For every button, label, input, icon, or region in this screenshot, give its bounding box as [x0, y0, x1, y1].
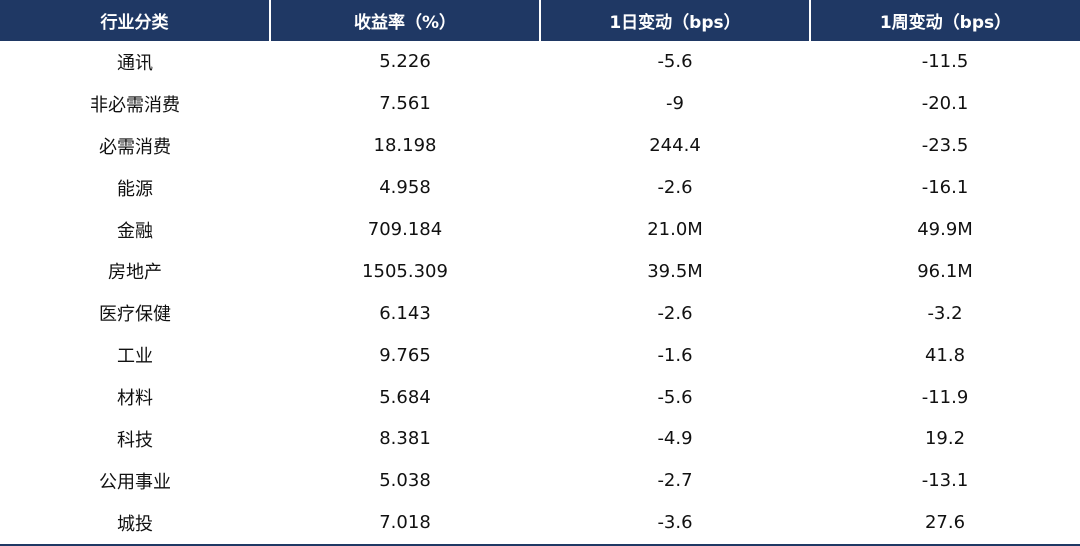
cell-sector: 城投 [0, 501, 270, 546]
table-row: 科技 8.381 -4.9 19.2 [0, 418, 1080, 460]
cell-yield: 9.765 [379, 344, 431, 366]
cell-sector: 科技 [117, 429, 153, 451]
cell-1w-change: 49.9M [917, 219, 973, 240]
cell-sector: 金融 [117, 220, 153, 242]
cell-yield: 8.381 [379, 428, 431, 450]
cell-1d-change: -5.6 [657, 51, 693, 73]
header-row: 行业分类 收益率（%） 1日变动（bps） 1周变动（bps） [0, 0, 1080, 41]
table-header: 行业分类 收益率（%） 1日变动（bps） 1周变动（bps） [0, 0, 1080, 41]
cell-1w-change: -11.5 [921, 51, 969, 73]
cell-1w-change: 19.2 [924, 428, 966, 450]
cell-yield: 7.561 [379, 93, 431, 115]
cell-sector: 必需消费 [99, 136, 171, 158]
table-row: 城投 7.018 -3.6 27.6 [0, 501, 1080, 546]
table-row: 通讯 5.226 -5.6 -11.5 [0, 41, 1080, 83]
header-1w-change: 1周变动（bps） [810, 0, 1080, 41]
cell-1d-change: 244.4 [649, 135, 701, 157]
cell-1d-change: -2.7 [657, 470, 693, 492]
cell-1w-change: -13.1 [921, 470, 969, 492]
cell-1d-change: -3.6 [540, 501, 810, 546]
cell-1w-change: -20.1 [921, 93, 969, 115]
cell-yield: 5.038 [379, 470, 431, 492]
cell-sector: 医疗保健 [99, 304, 171, 326]
table-row: 金融 709.184 21.0M 49.9M [0, 209, 1080, 251]
cell-1d-change: -2.6 [657, 177, 693, 199]
table-row: 医疗保健 6.143 -2.6 -3.2 [0, 292, 1080, 334]
cell-1d-change: -5.6 [657, 386, 693, 408]
table-row: 材料 5.684 -5.6 -11.9 [0, 376, 1080, 418]
cell-sector: 公用事业 [99, 471, 171, 493]
header-yield: 收益率（%） [270, 0, 541, 41]
cell-1d-change: -1.6 [657, 344, 693, 366]
cell-1w-change: -3.2 [927, 302, 963, 324]
cell-sector: 工业 [117, 346, 153, 368]
cell-1w-change: 41.8 [924, 344, 966, 366]
table-row: 公用事业 5.038 -2.7 -13.1 [0, 460, 1080, 502]
cell-sector: 通讯 [117, 52, 153, 74]
cell-1w-change: 96.1M [917, 260, 973, 282]
table-body: 通讯 5.226 -5.6 -11.5 非必需消费 7.561 -9 -20.1… [0, 41, 1080, 546]
cell-1d-change: -4.9 [657, 428, 693, 450]
table-row: 能源 4.958 -2.6 -16.1 [0, 167, 1080, 209]
cell-yield: 7.018 [270, 501, 540, 546]
cell-yield: 709.184 [367, 219, 443, 240]
table-row: 必需消费 18.198 244.4 -23.5 [0, 125, 1080, 167]
cell-1w-change: -11.9 [921, 386, 969, 408]
table-row: 工业 9.765 -1.6 41.8 [0, 334, 1080, 376]
cell-1w-change: 27.6 [810, 501, 1080, 546]
cell-yield: 1505.309 [362, 260, 448, 282]
table-row: 非必需消费 7.561 -9 -20.1 [0, 83, 1080, 125]
cell-yield: 6.143 [379, 302, 431, 324]
header-sector: 行业分类 [0, 0, 271, 41]
cell-sector: 房地产 [108, 262, 162, 284]
header-1d-change: 1日变动（bps） [540, 0, 811, 41]
cell-1d-change: -2.6 [657, 302, 693, 324]
cell-sector: 材料 [117, 388, 153, 410]
cell-sector: 非必需消费 [90, 94, 180, 116]
cell-sector: 能源 [117, 178, 153, 200]
cell-1d-change: 39.5M [647, 260, 703, 282]
cell-1w-change: -16.1 [921, 177, 969, 199]
cell-1d-change: -9 [666, 93, 684, 115]
table-row: 房地产 1505.309 39.5M 96.1M [0, 250, 1080, 292]
cell-yield: 18.198 [373, 135, 437, 157]
cell-yield: 4.958 [379, 177, 431, 199]
cell-1w-change: -23.5 [921, 135, 969, 157]
cell-1d-change: 21.0M [647, 219, 703, 240]
cell-yield: 5.684 [379, 386, 431, 408]
cell-yield: 5.226 [379, 51, 431, 73]
